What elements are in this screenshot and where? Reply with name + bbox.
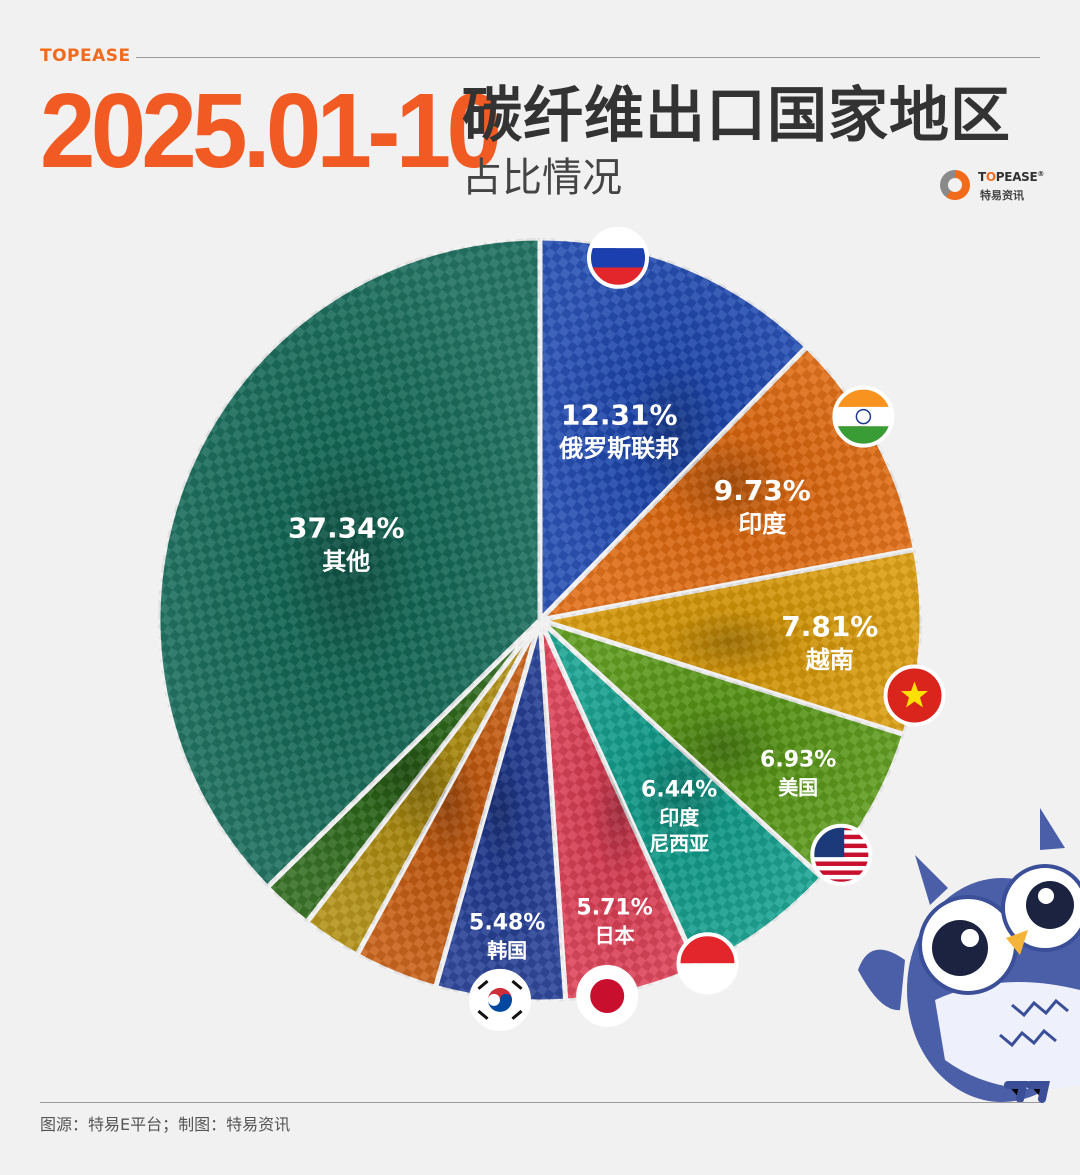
korea-flag-icon <box>469 968 531 1031</box>
value-label-韩国: 5.48% <box>469 911 545 936</box>
slice-other-shade <box>356 620 540 988</box>
owl-eye-shine <box>961 929 979 947</box>
indonesia-flag-icon <box>676 932 739 995</box>
category-label-美国: 美国 <box>778 776 818 800</box>
owl-wing-left <box>858 949 905 1011</box>
slice-俄罗斯联邦-shade <box>540 238 807 620</box>
topease-logo: TOPEASE® 特易资讯 <box>940 168 1044 206</box>
owl-pupil-left <box>932 920 988 976</box>
usa-flag-icon <box>810 823 873 886</box>
owl-feather-mark <box>1011 998 1069 1018</box>
category-label-其他: 其他 <box>322 548 370 576</box>
slice-日本-shade <box>540 620 698 1002</box>
logo-wordmark: TOPEASE® <box>978 170 1045 184</box>
chart-subtitle: 占比情况 <box>462 155 622 201</box>
category-label-俄罗斯联邦: 俄罗斯联邦 <box>558 434 679 462</box>
owl-ear-right <box>1040 808 1065 850</box>
chart-title: 碳纤维出口国家地区 <box>462 81 1011 151</box>
slice-韩国-shade <box>435 620 566 1002</box>
brand-tag: TOPEASE <box>40 46 131 66</box>
slice-印度-shade <box>540 346 916 620</box>
value-label-俄罗斯联邦: 12.31% <box>561 398 678 431</box>
bottom-divider <box>40 1102 1040 1103</box>
source-note: 图源：特易E平台；制图：特易资讯 <box>40 1115 291 1134</box>
owl-belly <box>935 982 1080 1090</box>
value-label-印度: 9.73% <box>714 474 811 507</box>
slice-other-shade <box>306 620 540 956</box>
vietnam-flag-icon <box>883 664 946 727</box>
slice-越南-shade <box>540 549 922 735</box>
owl-feather-mark <box>999 1028 1057 1048</box>
value-label-美国: 6.93% <box>760 748 836 773</box>
owl-beak <box>1006 930 1028 955</box>
category-label-日本: 日本 <box>595 923 635 947</box>
slice-其他-shade <box>158 237 541 888</box>
top-divider <box>136 57 1040 58</box>
value-label-日本: 5.71% <box>576 895 652 920</box>
category-label-越南: 越南 <box>806 646 854 674</box>
logo-subtitle: 特易资讯 <box>980 189 1024 202</box>
owl-pupil-right <box>1026 881 1074 929</box>
logo-ring-icon <box>940 170 970 200</box>
japan-flag-icon <box>576 965 639 1027</box>
date-range: 2025.01-10 <box>40 72 502 190</box>
category-label-韩国: 韩国 <box>487 939 527 963</box>
owl-feet <box>1004 1081 1050 1103</box>
value-label-印度尼西亚: 6.44% <box>641 778 717 803</box>
india-flag-icon <box>832 385 895 448</box>
owl-eye-shine <box>1038 888 1054 904</box>
slice-印度尼西亚-shade <box>540 620 823 968</box>
category-label-印度尼西亚: 尼西亚 <box>649 832 709 856</box>
owl-ear-left <box>915 855 948 905</box>
category-label-印度尼西亚: 印度 <box>659 806 700 830</box>
value-label-越南: 7.81% <box>781 610 878 643</box>
slice-other-shade <box>267 620 540 923</box>
owl-mascot <box>858 808 1080 1103</box>
category-label-印度: 印度 <box>738 510 787 538</box>
value-label-其他: 37.34% <box>288 512 405 545</box>
slice-美国-shade <box>540 620 905 878</box>
russia-flag-icon <box>587 226 649 289</box>
